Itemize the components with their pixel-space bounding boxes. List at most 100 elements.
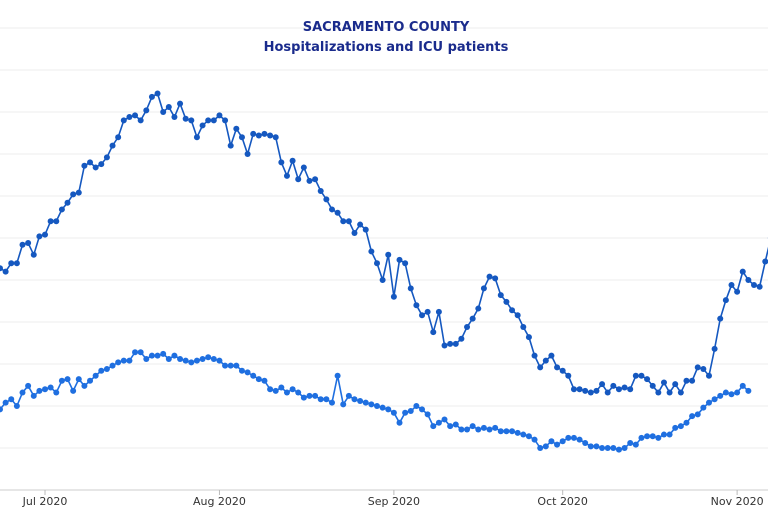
data-point-icu[interactable]	[182, 357, 189, 364]
data-point-hospitalized[interactable]	[81, 162, 88, 169]
data-point-icu[interactable]	[132, 349, 139, 356]
data-point-icu[interactable]	[278, 384, 285, 391]
data-point-icu[interactable]	[340, 401, 347, 408]
data-point-icu[interactable]	[75, 376, 82, 383]
data-point-icu[interactable]	[452, 421, 459, 428]
data-point-hospitalized[interactable]	[120, 117, 127, 124]
data-point-hospitalized[interactable]	[745, 277, 752, 283]
data-point-icu[interactable]	[435, 419, 442, 426]
data-point-hospitalized[interactable]	[548, 352, 555, 359]
data-point-icu[interactable]	[216, 357, 223, 364]
data-point-hospitalized[interactable]	[103, 154, 110, 161]
data-point-icu[interactable]	[25, 382, 32, 389]
data-point-icu[interactable]	[570, 434, 577, 441]
data-point-hospitalized[interactable]	[300, 164, 307, 171]
data-point-icu[interactable]	[492, 424, 499, 431]
data-point-icu[interactable]	[306, 392, 313, 399]
data-point-hospitalized[interactable]	[182, 115, 189, 122]
data-point-icu[interactable]	[47, 384, 54, 391]
data-point-hospitalized[interactable]	[514, 312, 521, 319]
data-point-icu[interactable]	[390, 409, 397, 416]
data-point-icu[interactable]	[160, 350, 167, 357]
data-point-icu[interactable]	[660, 431, 667, 438]
data-point-icu[interactable]	[210, 355, 217, 362]
data-point-hospitalized[interactable]	[177, 100, 184, 107]
data-point-hospitalized[interactable]	[677, 389, 684, 396]
data-point-hospitalized[interactable]	[520, 324, 527, 331]
data-point-hospitalized[interactable]	[64, 199, 71, 206]
data-point-icu[interactable]	[379, 404, 386, 411]
data-point-icu[interactable]	[559, 438, 566, 445]
data-point-icu[interactable]	[649, 433, 656, 440]
data-point-icu[interactable]	[503, 428, 510, 435]
data-point-icu[interactable]	[565, 434, 572, 441]
data-point-icu[interactable]	[81, 382, 88, 389]
data-point-hospitalized[interactable]	[615, 386, 622, 393]
data-point-icu[interactable]	[447, 423, 454, 430]
data-point-icu[interactable]	[542, 443, 549, 450]
data-point-icu[interactable]	[486, 426, 493, 433]
data-point-hospitalized[interactable]	[53, 218, 60, 225]
data-point-icu[interactable]	[717, 392, 724, 399]
data-point-hospitalized[interactable]	[47, 218, 54, 225]
data-point-hospitalized[interactable]	[199, 122, 206, 129]
data-point-icu[interactable]	[109, 362, 116, 369]
data-point-hospitalized[interactable]	[345, 218, 352, 225]
data-point-hospitalized[interactable]	[126, 114, 133, 121]
data-point-icu[interactable]	[441, 416, 448, 423]
data-point-icu[interactable]	[745, 387, 752, 394]
data-point-icu[interactable]	[42, 386, 49, 393]
data-point-icu[interactable]	[644, 433, 651, 440]
data-point-icu[interactable]	[396, 419, 403, 426]
data-point-icu[interactable]	[19, 389, 26, 396]
data-point-icu[interactable]	[238, 367, 245, 374]
data-point-icu[interactable]	[334, 372, 341, 379]
data-point-icu[interactable]	[137, 349, 144, 356]
data-point-icu[interactable]	[582, 439, 589, 446]
data-point-hospitalized[interactable]	[148, 93, 155, 100]
data-point-icu[interactable]	[621, 445, 628, 451]
data-point-hospitalized[interactable]	[638, 372, 645, 379]
data-point-icu[interactable]	[171, 352, 178, 359]
data-point-icu[interactable]	[683, 419, 690, 426]
data-point-hospitalized[interactable]	[700, 366, 707, 373]
data-point-hospitalized[interactable]	[497, 292, 504, 299]
data-point-icu[interactable]	[615, 446, 622, 453]
data-point-hospitalized[interactable]	[261, 130, 268, 137]
data-point-icu[interactable]	[514, 429, 521, 436]
data-point-icu[interactable]	[632, 441, 639, 448]
data-point-icu[interactable]	[188, 359, 195, 366]
data-point-hospitalized[interactable]	[734, 288, 741, 295]
data-point-icu[interactable]	[464, 426, 471, 433]
data-point-hospitalized[interactable]	[554, 364, 561, 371]
data-point-icu[interactable]	[638, 434, 645, 441]
data-point-hospitalized[interactable]	[70, 191, 77, 198]
data-point-hospitalized[interactable]	[689, 377, 696, 384]
data-point-icu[interactable]	[222, 362, 229, 369]
data-point-hospitalized[interactable]	[205, 117, 212, 124]
data-point-hospitalized[interactable]	[30, 251, 37, 258]
data-point-icu[interactable]	[300, 394, 307, 401]
data-point-hospitalized[interactable]	[762, 258, 768, 265]
data-point-hospitalized[interactable]	[238, 134, 245, 141]
data-point-hospitalized[interactable]	[610, 382, 617, 389]
data-point-icu[interactable]	[244, 369, 251, 376]
data-point-hospitalized[interactable]	[537, 364, 544, 371]
data-point-hospitalized[interactable]	[599, 381, 606, 388]
data-point-icu[interactable]	[722, 389, 729, 396]
data-point-hospitalized[interactable]	[193, 134, 200, 141]
data-point-icu[interactable]	[36, 387, 43, 394]
data-point-hospitalized[interactable]	[278, 159, 285, 166]
data-point-hospitalized[interactable]	[109, 142, 116, 149]
data-point-hospitalized[interactable]	[0, 265, 3, 272]
data-point-hospitalized[interactable]	[424, 308, 431, 315]
data-point-hospitalized[interactable]	[525, 334, 532, 341]
data-point-icu[interactable]	[509, 428, 516, 435]
data-point-hospitalized[interactable]	[227, 142, 234, 149]
data-point-hospitalized[interactable]	[13, 260, 20, 267]
data-point-icu[interactable]	[700, 404, 707, 411]
data-point-hospitalized[interactable]	[115, 134, 122, 141]
data-point-icu[interactable]	[576, 436, 583, 443]
data-point-icu[interactable]	[261, 377, 268, 384]
data-point-icu[interactable]	[143, 355, 150, 362]
